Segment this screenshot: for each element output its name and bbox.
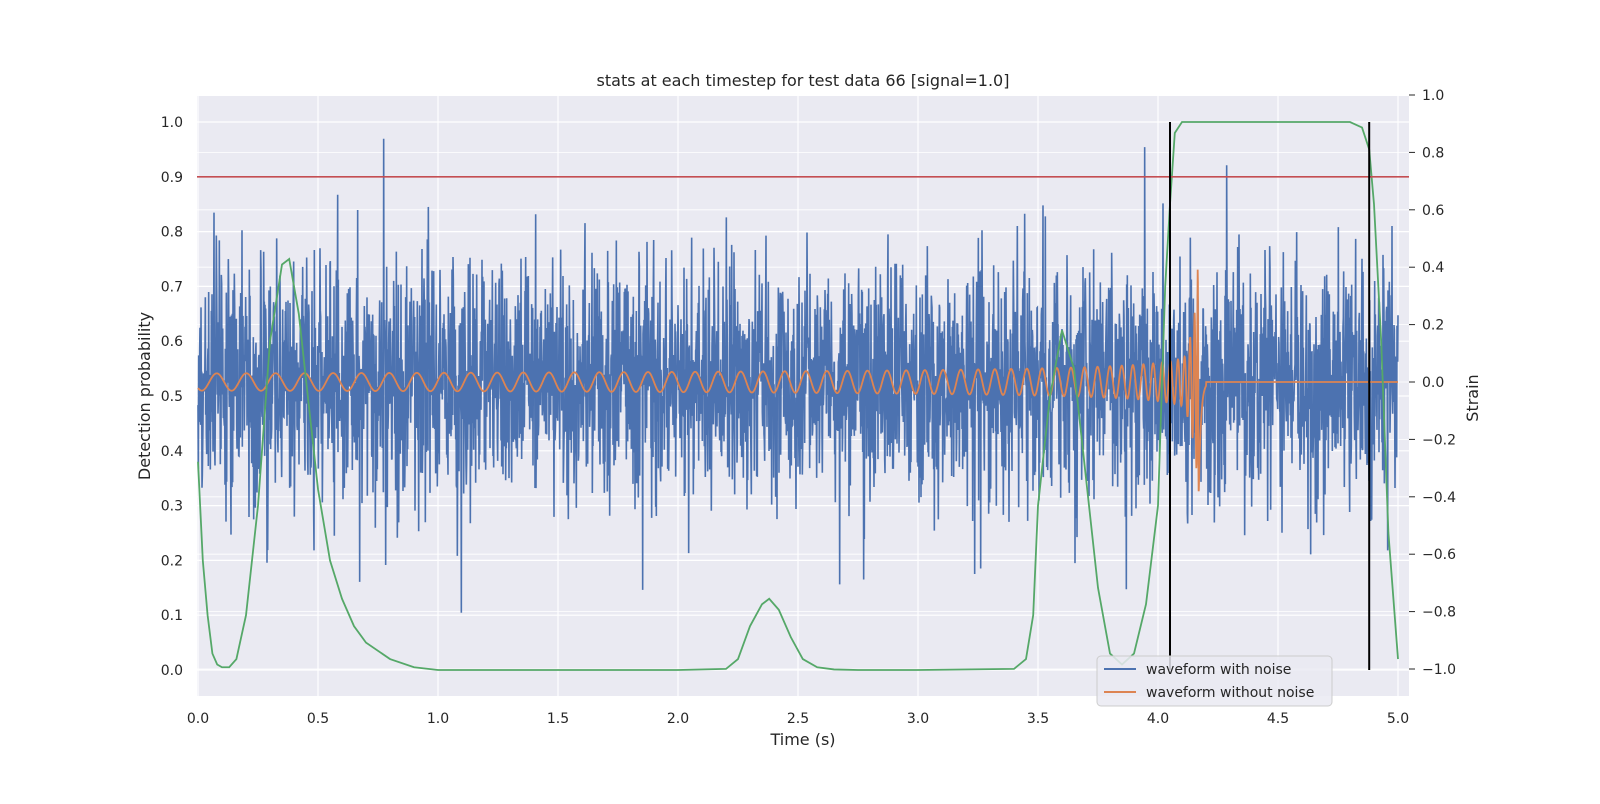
legend-box [1096, 655, 1333, 707]
x-tick-label: 4.0 [1147, 711, 1169, 727]
y-tick-label: 0.8 [161, 225, 183, 241]
y-right-axis-label: Strain [1463, 374, 1482, 421]
y-right-tick-label: 0.6 [1422, 203, 1444, 219]
legend-entry: waveform without noise [1146, 685, 1314, 701]
y-right-tick-label: −0.6 [1422, 547, 1456, 563]
y-right-tick-label: −0.4 [1422, 490, 1456, 506]
y-tick-label: 0.7 [161, 279, 183, 295]
y-right-tick-label: 0.4 [1422, 260, 1444, 276]
series-line-waveform-without-noise [197, 269, 1398, 492]
legend: waveform with noise waveform without nois… [1096, 655, 1333, 707]
x-tick-label: 4.5 [1267, 711, 1289, 727]
chart-title: stats at each timestep for test data 66 … [597, 71, 1010, 90]
legend-entry: waveform with noise [1146, 662, 1291, 678]
y-tick-label: 0.4 [161, 444, 183, 460]
x-tick-label: 2.0 [667, 711, 689, 727]
x-tick-label: 0.5 [307, 711, 329, 727]
x-axis-label: Time (s) [769, 730, 835, 749]
y-right-tick-label: −0.2 [1422, 432, 1456, 448]
y-tick-label: 0.2 [161, 553, 183, 569]
y-right-tick-label: 0.8 [1422, 145, 1444, 161]
x-tick-label: 0.0 [187, 711, 209, 727]
y-tick-label: 0.9 [161, 170, 183, 186]
y-right-tick-label: 1.0 [1422, 88, 1444, 104]
x-tick-label: 5.0 [1387, 711, 1409, 727]
y-right-tick-label: 0.0 [1422, 375, 1444, 391]
y-right-tick-label: −0.8 [1422, 605, 1456, 621]
axes: 0.0 0.5 1.0 1.5 2.0 2.5 3.0 3.5 4.0 4.5 5.0 0.0 0.1 0… [161, 88, 1456, 727]
y-right-tick-label: 0.2 [1422, 318, 1444, 334]
y-tick-label: 0.6 [161, 334, 183, 350]
data-layer [197, 121, 1409, 671]
series-line-detection-probability [197, 121, 1399, 671]
x-tick-label: 1.5 [547, 711, 569, 727]
y-tick-label: 0.1 [161, 608, 183, 624]
y-tick-label: 0.5 [161, 389, 183, 405]
y-axis-label: Detection probability [135, 312, 154, 480]
x-tick-label: 1.0 [427, 711, 449, 727]
y-tick-label: 0.3 [161, 499, 183, 515]
y-right-tick-label: −1.0 [1422, 662, 1456, 678]
y-tick-label: 0.0 [161, 663, 183, 679]
y-tick-label: 1.0 [161, 115, 183, 131]
x-tick-label: 3.0 [907, 711, 929, 727]
x-tick-label: 3.5 [1027, 711, 1049, 727]
x-tick-label: 2.5 [787, 711, 809, 727]
